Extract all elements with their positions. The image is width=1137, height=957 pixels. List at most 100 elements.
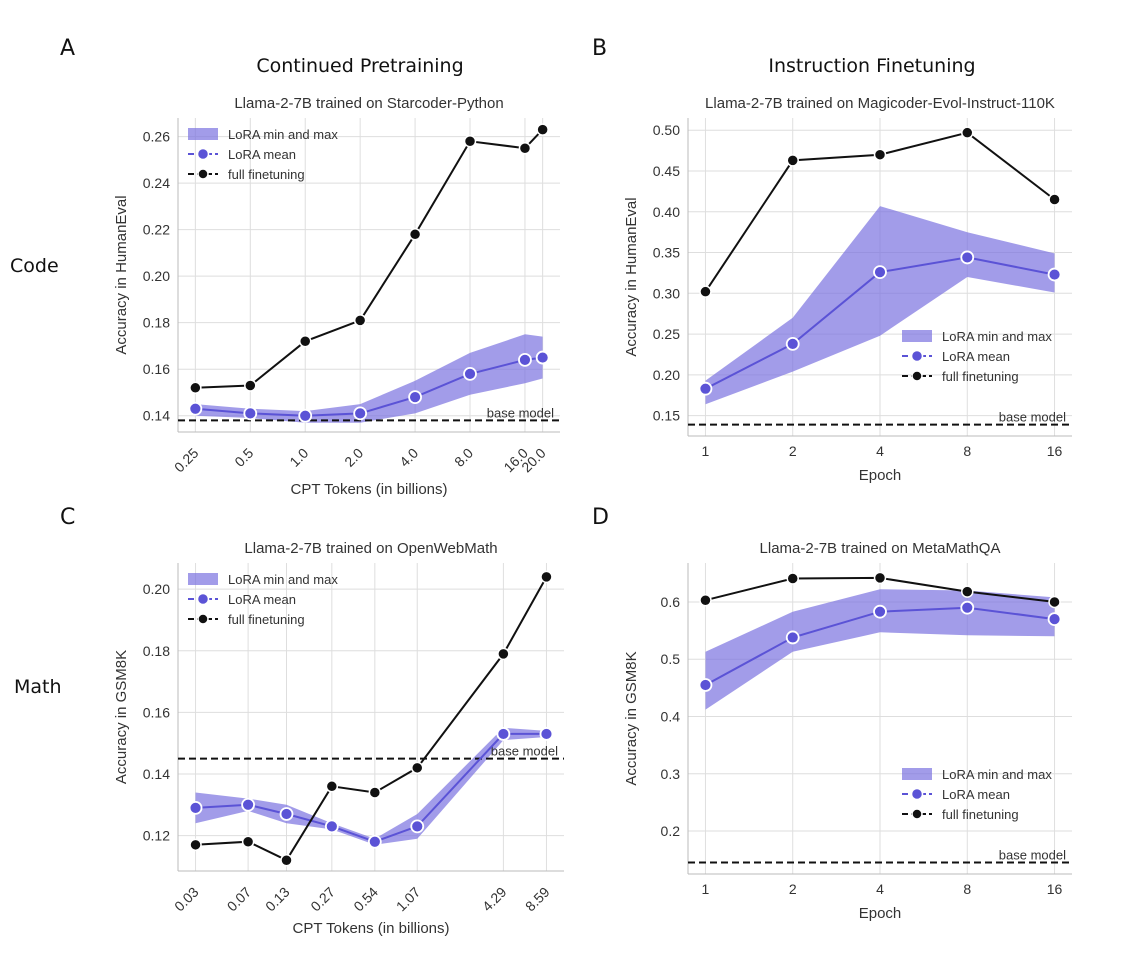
y-axis-label: Accuracy in GSM8K xyxy=(623,651,640,785)
y-tick-label: 0.40 xyxy=(653,204,680,220)
legend-swatch-full-marker xyxy=(911,370,923,382)
y-tick-label: 0.18 xyxy=(143,315,170,331)
legend-swatch-full-marker xyxy=(197,168,209,180)
lora-mean-point xyxy=(463,366,477,381)
full-finetuning-point xyxy=(189,838,202,852)
full-finetuning-point xyxy=(411,761,424,775)
lora-mean-point xyxy=(785,630,800,645)
full-finetuning-point xyxy=(325,780,339,793)
lora-mean-point xyxy=(279,807,294,821)
lora-mean-point xyxy=(873,604,887,619)
lora-mean-point xyxy=(698,678,713,692)
lora-mean-point xyxy=(408,390,422,405)
lora-mean-point xyxy=(960,250,975,265)
y-tick-label: 0.2 xyxy=(661,823,681,839)
x-tick-label: 8 xyxy=(963,443,971,459)
legend-label-full-finetuning: full finetuning xyxy=(228,167,305,182)
y-tick-label: 0.6 xyxy=(661,594,681,610)
chart-title: Llama-2-7B trained on OpenWebMath xyxy=(244,540,497,557)
x-axis-label: CPT Tokens (in billions) xyxy=(290,481,447,498)
legend: LoRA min and max LoRA mean full finetuning xyxy=(902,767,1052,822)
full-finetuning-point xyxy=(873,571,887,585)
base-model-label: base model xyxy=(487,405,554,420)
lora-mean-point xyxy=(1047,267,1062,282)
full-finetuning-point xyxy=(280,853,293,867)
y-tick-label: 0.50 xyxy=(653,122,680,138)
lora-mean-point xyxy=(873,265,887,280)
full-finetuning-point xyxy=(961,585,974,598)
panel-letter-d: D xyxy=(592,505,609,530)
lora-mean-point xyxy=(539,727,554,741)
lora-mean-point xyxy=(496,727,511,741)
x-tick-label: 1 xyxy=(702,443,710,459)
full-finetuning-point xyxy=(189,381,202,395)
full-finetuning-point xyxy=(699,285,712,298)
full-finetuning-point xyxy=(1048,193,1061,206)
full-finetuning-point xyxy=(408,228,422,241)
lora-mean-point xyxy=(1047,612,1062,627)
legend-label-full-finetuning: full finetuning xyxy=(228,612,305,627)
y-axis-label: Accuracy in GSM8K xyxy=(113,650,130,784)
full-finetuning-point xyxy=(518,141,532,155)
legend-label-lora-mean: LoRA mean xyxy=(228,147,296,162)
panel-letter-a: A xyxy=(60,36,76,61)
lora-mean-point xyxy=(960,600,975,615)
full-finetuning-point xyxy=(497,647,510,661)
lora-mean-point xyxy=(535,350,550,365)
legend-label-full-finetuning: full finetuning xyxy=(942,807,1019,822)
lora-mean-point xyxy=(188,401,203,416)
y-tick-label: 0.25 xyxy=(653,326,680,342)
column-title-continued-pretraining: Continued Pretraining xyxy=(256,55,464,77)
chart-d: 0.2 0.3 0.4 0.5 0.6 1 2 4 8 16 Llama-2-7B trained … xyxy=(623,540,1072,922)
lora-mean-line xyxy=(195,356,543,417)
y-tick-label: 0.12 xyxy=(143,828,170,844)
row-label-code: Code xyxy=(10,255,59,277)
grid xyxy=(178,563,564,871)
full-finetuning-point xyxy=(241,835,255,848)
full-finetuning-point xyxy=(540,570,553,584)
x-tick-label: 1 xyxy=(702,881,710,897)
full-finetuning-point xyxy=(536,123,549,136)
legend-label-lora-min-max: LoRA min and max xyxy=(942,329,1052,344)
legend-swatch-lora-band xyxy=(902,330,932,342)
full-finetuning-point xyxy=(961,126,974,139)
y-tick-label: 0.22 xyxy=(143,222,170,238)
panel-letter-b: B xyxy=(592,36,608,61)
full-finetuning-line xyxy=(195,576,548,862)
legend-swatch-lora-band xyxy=(188,128,218,140)
legend-label-lora-min-max: LoRA min and max xyxy=(228,127,338,142)
lora-mean-point xyxy=(353,406,368,421)
legend: LoRA min and max LoRA mean full finetuning xyxy=(188,572,338,627)
y-tick-label: 0.30 xyxy=(653,285,680,301)
full-finetuning-point xyxy=(786,154,799,167)
row-label-math: Math xyxy=(14,676,62,698)
y-tick-label: 0.35 xyxy=(653,245,680,261)
x-axis-label: Epoch xyxy=(859,905,902,922)
legend-label-lora-mean: LoRA mean xyxy=(942,349,1010,364)
legend-label-full-finetuning: full finetuning xyxy=(942,369,1019,384)
lora-mean-point xyxy=(518,352,532,367)
y-tick-label: 0.18 xyxy=(143,643,170,659)
chart-title: Llama-2-7B trained on Magicoder-Evol-Ins… xyxy=(705,95,1055,112)
lora-mean-point xyxy=(241,797,256,812)
y-tick-label: 0.16 xyxy=(143,704,170,720)
y-tick-label: 0.20 xyxy=(653,367,680,383)
y-axis-label: Accuracy in HumanEval xyxy=(623,197,640,356)
y-tick-label: 0.5 xyxy=(661,651,681,667)
base-model-label: base model xyxy=(491,744,558,759)
legend: LoRA min and max LoRA mean full finetuning xyxy=(902,329,1052,384)
legend-swatch-lora-mean-marker xyxy=(910,787,924,801)
y-tick-label: 0.24 xyxy=(143,175,170,191)
x-tick-label: 8 xyxy=(963,881,971,897)
legend-swatch-lora-mean-marker xyxy=(910,349,924,363)
y-tick-label: 0.20 xyxy=(143,581,170,597)
y-tick-label: 0.16 xyxy=(143,361,170,377)
chart-b: 0.15 0.20 0.25 0.30 0.35 0.40 0.45 0.50 1 2 4 8 16 Ll… xyxy=(623,95,1072,484)
legend-label-lora-mean: LoRA mean xyxy=(942,787,1010,802)
full-finetuning-point xyxy=(699,593,712,607)
full-finetuning-point xyxy=(368,786,382,799)
full-finetuning-point xyxy=(353,314,367,327)
legend-swatch-full-marker xyxy=(911,808,923,820)
